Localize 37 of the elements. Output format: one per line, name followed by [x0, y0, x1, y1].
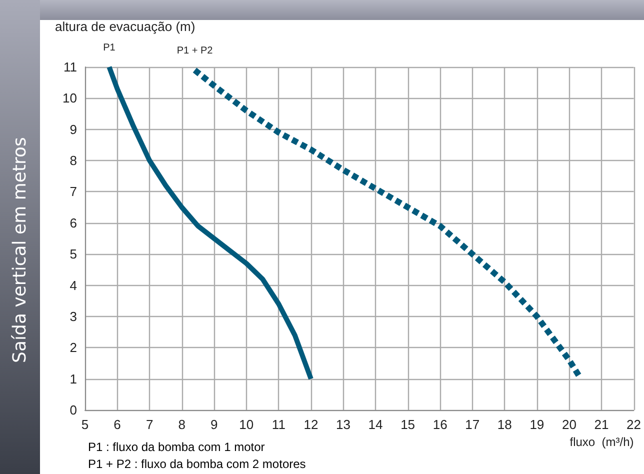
y-tick-label: 5: [70, 246, 77, 262]
x-tick-label: 11: [272, 417, 286, 432]
y-tick-label: 3: [70, 308, 77, 324]
y-tick-label: 0: [70, 402, 77, 418]
text: P1 + P2 : fluxo da bomba com 2 motores: [88, 457, 306, 471]
x-tick-label: 19: [530, 417, 544, 432]
y-tick-label: 7: [70, 184, 77, 200]
x-tick-label: 12: [304, 417, 318, 432]
y-tick-label: 1: [70, 371, 77, 386]
y-tick-label: 4: [70, 278, 77, 293]
x-tick-label: 20: [562, 417, 576, 432]
x-tick-label: 16: [432, 417, 448, 432]
x-tick-label: 14: [368, 417, 383, 432]
x-tick-label: 5: [81, 417, 89, 432]
text: P1 : fluxo da bomba com 1 motor: [88, 440, 265, 454]
y-tick-label: 2: [70, 340, 77, 356]
y-tick-label: 9: [70, 122, 77, 137]
x-tick-label: 10: [239, 417, 254, 432]
x-tick-label: 18: [497, 417, 512, 432]
y-tick-label: 10: [62, 90, 77, 106]
y-tick-label: 6: [70, 215, 77, 230]
x-tick-label: 21: [594, 417, 609, 432]
y-tick-label: 11: [64, 60, 77, 74]
x-tick-label: 8: [178, 417, 186, 432]
y-axis-title: altura de evacuação (m): [55, 19, 196, 34]
series-label: P1: [103, 42, 116, 54]
x-tick-label: 7: [146, 417, 154, 432]
x-tick-label: 6: [114, 417, 121, 432]
x-tick-label: 17: [465, 417, 480, 432]
x-tick-label: 22: [626, 417, 642, 432]
x-axis-title: fluxo (m³/h): [570, 435, 634, 449]
text: Saída vertical em metros: [10, 137, 30, 363]
y-tick-label: 8: [70, 153, 77, 168]
x-tick-label: 13: [336, 417, 350, 432]
series-label: P1 + P2: [176, 46, 214, 57]
x-tick-label: 15: [400, 417, 416, 432]
x-tick-label: 9: [210, 417, 218, 432]
